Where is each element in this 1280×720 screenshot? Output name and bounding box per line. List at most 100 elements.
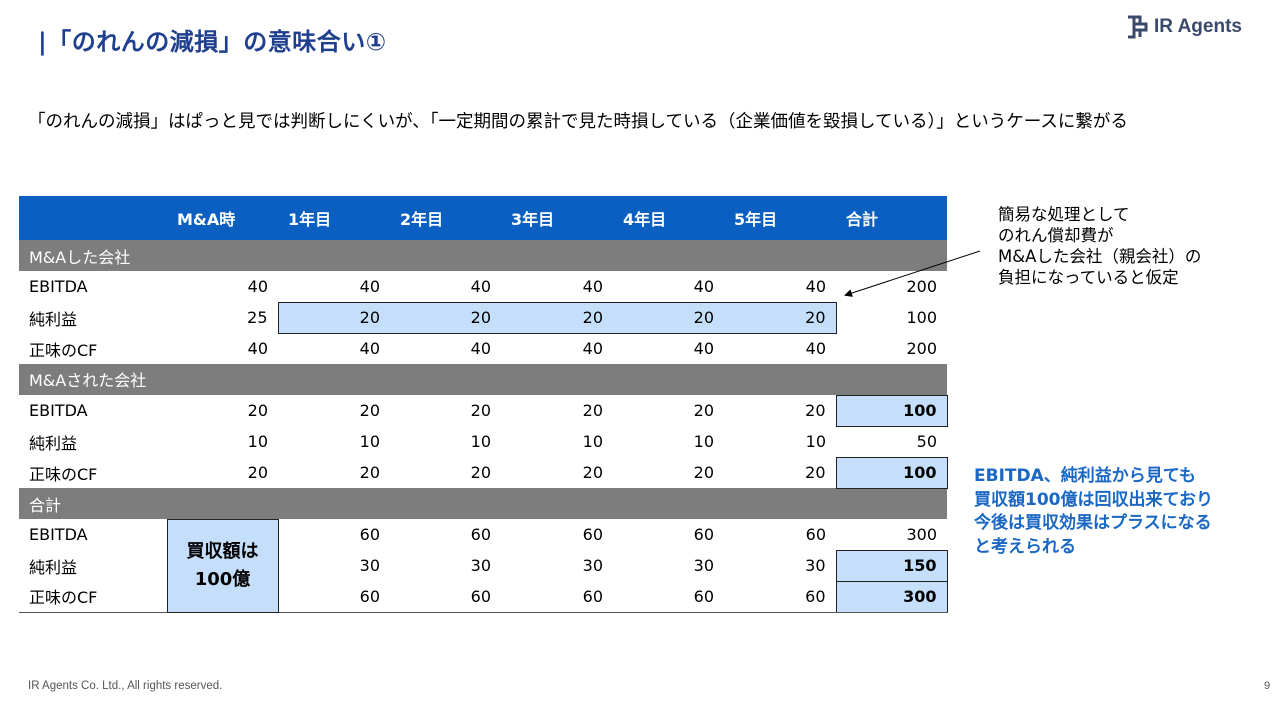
row-label: 純利益 — [29, 433, 78, 453]
purchase-amount-note: 買収額は 100億 — [166, 518, 279, 613]
table-row: 正味のCF 20 20 20 20 20 20 100 — [19, 456, 948, 489]
table-header-row: M&A時 1年目 2年目 3年目 4年目 5年目 合計 — [19, 196, 947, 240]
column-header: 4年目 — [613, 196, 724, 240]
table-cell: 200 — [906, 339, 937, 358]
table-cell: 100 — [906, 308, 937, 327]
table-cell: 150 — [835, 549, 948, 582]
section-title: M&Aした会社 — [19, 240, 947, 271]
table-cell: 60 — [359, 525, 380, 544]
table-cell: 10 — [470, 432, 491, 451]
purchase-note-line: 買収額は — [186, 540, 259, 562]
table-cell: 30 — [693, 556, 714, 575]
table-cell: 20 — [359, 401, 380, 420]
table-cell: 100 — [835, 394, 948, 427]
table-cell: 60 — [501, 581, 613, 613]
table-cell: 20 — [247, 401, 268, 420]
note-line: のれん償却費が — [998, 226, 1114, 245]
table-row: 純利益 25 20 20 20 20 20 100 — [19, 301, 947, 334]
table-cell: 20 — [470, 463, 491, 482]
row-label: EBITDA — [29, 401, 88, 420]
logo: IR Agents — [1126, 14, 1242, 40]
table-cell: 25 — [247, 308, 268, 327]
table-cell: 60 — [582, 525, 603, 544]
column-header: 1年目 — [278, 196, 390, 240]
conclusion-text: EBITDA、純利益から見ても 買収額100億は回収出来ており 今後は買収効果は… — [974, 465, 1213, 559]
page-number: 9 — [1264, 680, 1271, 692]
column-header: M&A時 — [167, 196, 278, 240]
table-cell: 40 — [470, 276, 491, 296]
table-cell: 40 — [359, 276, 380, 296]
table-row: 純利益 10 10 10 10 10 10 50 — [19, 426, 947, 457]
copyright: IR Agents Co. Ltd., All rights reserved. — [28, 680, 223, 692]
table-cell: 20 — [724, 301, 837, 334]
column-header: 2年目 — [390, 196, 501, 240]
table-cell: 20 — [693, 463, 714, 482]
conclusion-line: と考えられる — [974, 536, 1076, 557]
table-cell: 30 — [582, 556, 603, 575]
section-title: 合計 — [19, 488, 947, 519]
table-cell: 30 — [805, 556, 826, 575]
table-cell: 10 — [582, 432, 603, 451]
ir-agents-logo-icon — [1128, 15, 1148, 39]
column-header: 3年目 — [501, 196, 613, 240]
table-cell: 20 — [693, 401, 714, 420]
table-cell: 20 — [359, 463, 380, 482]
table-cell: 20 — [247, 463, 268, 482]
table-cell: 20 — [390, 301, 501, 334]
row-label: 正味のCF — [29, 464, 98, 484]
table-cell: 40 — [247, 277, 268, 296]
table-row: 正味のCF 60 60 60 60 60 300 — [19, 580, 948, 613]
table-cell: 20 — [805, 463, 826, 482]
table-cell: 20 — [613, 301, 724, 334]
table-cell: 20 — [805, 401, 826, 420]
table-cell: 200 — [906, 277, 937, 296]
table-cell: 10 — [805, 432, 826, 451]
table-cell: 10 — [359, 432, 380, 451]
table-cell: 100 — [835, 456, 948, 489]
table-cell: 40 — [582, 339, 603, 359]
table-cell: 20 — [582, 401, 603, 420]
table-cell: 50 — [916, 432, 937, 451]
table-cell: 40 — [247, 339, 268, 358]
column-header: 合計 — [836, 196, 947, 240]
row-label: 正味のCF — [19, 581, 167, 613]
table-cell: 40 — [359, 339, 380, 359]
table-cell: 40 — [693, 339, 714, 359]
table-row: 純利益 30 30 30 30 30 150 — [19, 549, 948, 582]
table-cell: 20 — [277, 301, 390, 334]
table-cell: 40 — [582, 276, 603, 296]
table-row: EBITDA 買収額は 100億 60 60 60 60 60 300 — [19, 518, 947, 613]
column-header — [19, 196, 167, 240]
table-cell: 60 — [724, 581, 836, 613]
table-cell: 10 — [247, 432, 268, 451]
assumption-note: 簡易な処理として のれん償却費が M&Aした会社（親会社）の 負担になっていると… — [998, 204, 1258, 288]
row-label: EBITDA — [29, 277, 88, 296]
table-cell: 40 — [470, 339, 491, 359]
conclusion-line: 今後は買収効果はプラスになる — [974, 513, 1212, 533]
column-header: 5年目 — [724, 196, 836, 240]
comparison-table: M&A時 1年目 2年目 3年目 4年目 5年目 合計 M&Aした会社 EBITDA 40 40 40… — [19, 196, 948, 613]
section-title: M&Aされた会社 — [19, 364, 947, 395]
table-cell: 20 — [501, 301, 613, 334]
table-row: EBITDA 40 40 40 40 40 40 200 — [19, 271, 947, 302]
table-cell: 60 — [805, 525, 826, 544]
table-cell: 60 — [613, 581, 724, 613]
note-line: M&Aした会社（親会社）の — [998, 247, 1202, 266]
page-title: |「のれんの減損」の意味合い① — [38, 28, 387, 56]
table-cell: 40 — [805, 276, 826, 296]
table-cell: 30 — [470, 556, 491, 575]
table-row: EBITDA 20 20 20 20 20 20 100 — [19, 394, 948, 427]
table-cell: 30 — [359, 556, 380, 575]
table-cell: 40 — [693, 276, 714, 296]
row-label: 純利益 — [29, 309, 78, 329]
table-cell: 300 — [835, 580, 948, 613]
note-line: 簡易な処理として — [998, 205, 1130, 224]
table-cell: 60 — [693, 525, 714, 544]
logo-text: IR Agents — [1154, 16, 1242, 37]
table-cell: 60 — [470, 525, 491, 544]
row-label: 純利益 — [29, 557, 78, 577]
section-header-row: M&Aした会社 — [19, 240, 947, 271]
table-cell: 10 — [693, 432, 714, 451]
table-cell: 60 — [278, 581, 390, 613]
row-label: EBITDA — [29, 525, 88, 544]
